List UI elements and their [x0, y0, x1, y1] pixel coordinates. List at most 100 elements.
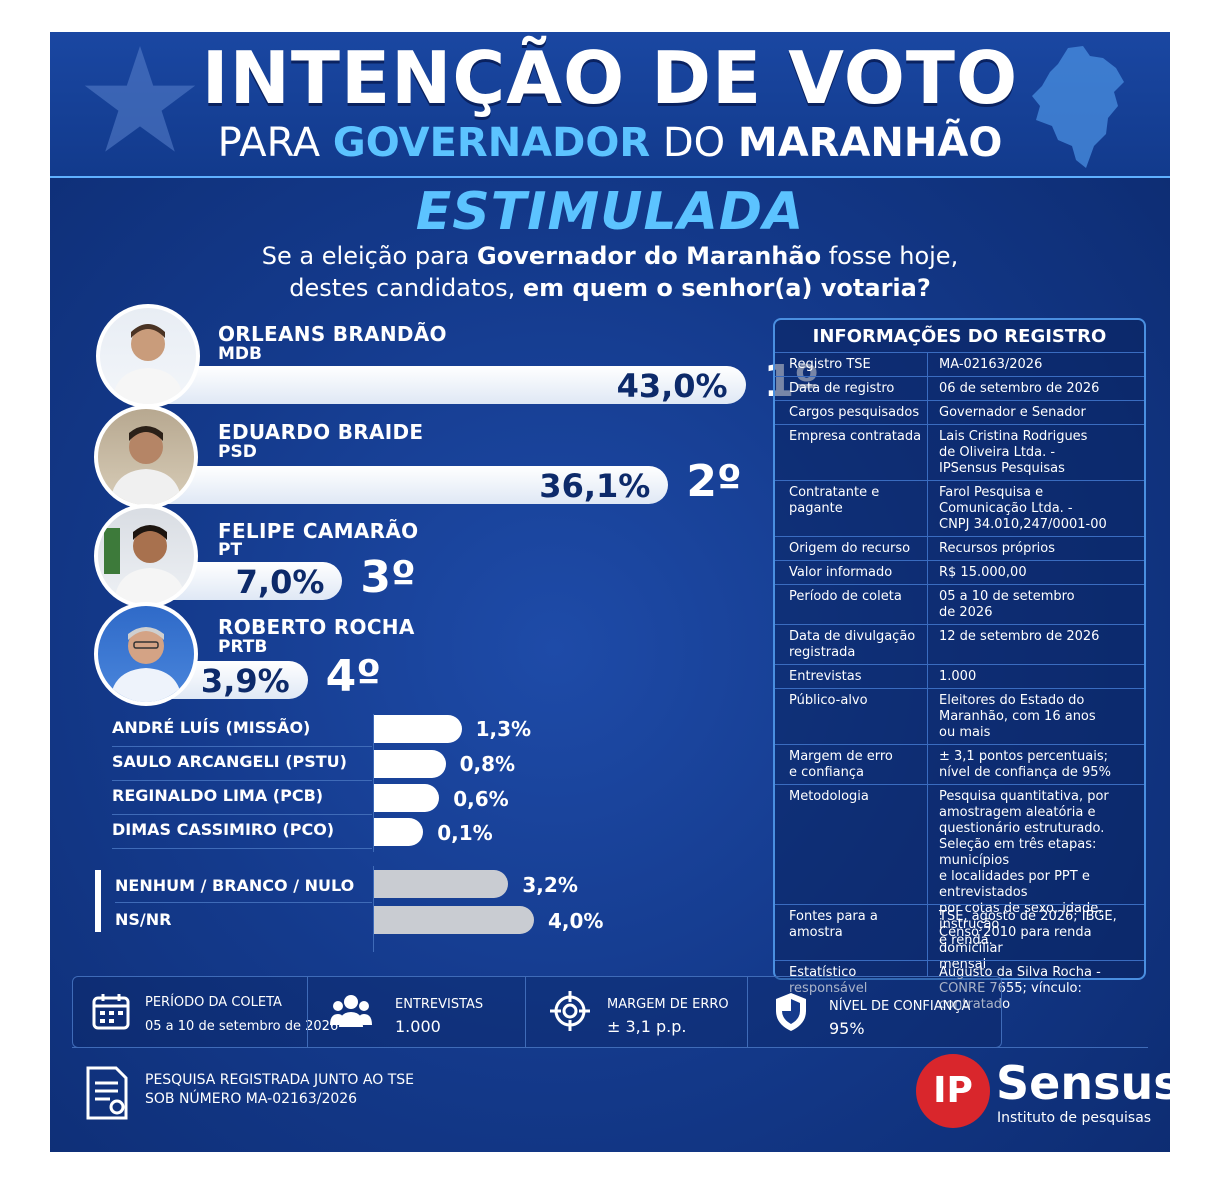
value-felipe-camarao: 7,0%	[235, 563, 325, 601]
info-row: Entrevistas 1.000	[775, 664, 1144, 689]
info-label: Data de registro	[789, 381, 895, 396]
document-icon	[86, 1066, 128, 1120]
calendar-icon	[92, 994, 130, 1030]
ipsensus-logo-name: Sensus	[996, 1056, 1170, 1110]
header-banner: INTENÇÃO DE VOTO PARA GOVERNADOR DO MARA…	[50, 32, 1170, 178]
avatar-orleans-brandao	[96, 304, 200, 408]
rank-felipe-camarao: 3º	[360, 552, 416, 603]
minor-value-saulo-arcangeli: 0,8%	[459, 752, 516, 776]
other-name-nenhum: NENHUM / BRANCO / NULO	[115, 876, 355, 895]
row-divider	[112, 814, 372, 815]
info-row: Metodologia Pesquisa quantitativa, por am…	[775, 784, 1144, 948]
info-label: Empresa contratada	[789, 429, 922, 444]
info-label: Margem de erro e confiança	[789, 749, 893, 780]
value-eduardo-braide: 36,1%	[539, 467, 651, 505]
value-orleans-brandao: 43,0%	[616, 367, 728, 405]
footer-divider	[72, 1047, 1148, 1048]
bar-orleans-brandao	[154, 366, 746, 404]
info-value: 12 de setembro de 2026	[939, 629, 1100, 644]
other-bar-nenhum	[374, 870, 509, 898]
stat-margem-value: ± 3,1 p.p.	[607, 1017, 687, 1036]
person-icon	[112, 324, 184, 404]
info-label: Público-alvo	[789, 693, 868, 708]
stat-periodo-value: 05 a 10 de setembro de 2026	[145, 1019, 339, 1034]
info-label: Contratante e pagante	[789, 485, 880, 516]
stat-confianca-value: 95%	[829, 1019, 865, 1038]
name-felipe-camarao: FELIPE CAMARÃO	[218, 519, 419, 543]
minor-name-dimas-cassimiro: DIMAS CASSIMIRO (PCO)	[112, 820, 335, 839]
question-line-1: Se a eleição para Governador do Maranhão…	[261, 242, 959, 270]
info-label: Cargos pesquisados	[789, 405, 920, 420]
info-row: Valor informado R$ 15.000,00	[775, 560, 1144, 585]
poster: INTENÇÃO DE VOTO PARA GOVERNADOR DO MARA…	[50, 32, 1170, 1152]
other-value-nenhum: 3,2%	[522, 873, 578, 897]
star-icon	[84, 46, 196, 152]
stat-divider	[747, 977, 748, 1047]
ipsensus-logo-tagline: Instituto de pesquisas	[997, 1110, 1152, 1126]
minor-value-dimas-cassimiro: 0,1%	[437, 821, 493, 845]
stats-strip: PERÍODO DA COLETA 05 a 10 de setembro de…	[72, 976, 1002, 1048]
info-value: Farol Pesquisa e Comunicação Ltda. - CNP…	[939, 485, 1107, 532]
registration-info-table: INFORMAÇÕES DO REGISTRO Registro TSE MA-0…	[773, 318, 1146, 1012]
section-label: ESTIMULADA	[415, 182, 805, 242]
info-label: Entrevistas	[789, 669, 862, 684]
minor-name-saulo-arcangeli: SAULO ARCANGELI (PSTU)	[112, 752, 347, 771]
info-label: Registro TSE	[789, 357, 871, 372]
stat-divider	[307, 977, 308, 1047]
registration-line-2: SOB NÚMERO MA-02163/2026	[145, 1091, 358, 1107]
info-value: 05 a 10 de setembro de 2026	[939, 589, 1075, 620]
person-icon	[110, 426, 182, 505]
other-value-nsnr: 4,0%	[548, 909, 604, 933]
info-value: Eleitores do Estado do Maranhão, com 16 …	[939, 693, 1096, 740]
row-divider	[112, 746, 372, 747]
info-row: Contratante e pagante Farol Pesquisa e Co…	[775, 480, 1144, 537]
info-value: Lais Cristina Rodrigues de Oliveira Ltda…	[939, 429, 1088, 476]
row-divider	[112, 848, 372, 849]
ipsensus-logo-mark: IP	[916, 1054, 990, 1128]
party-orleans-brandao: MDB	[218, 344, 262, 364]
bar-eduardo-braide	[154, 466, 669, 504]
rank-eduardo-braide: 2º	[686, 456, 742, 507]
info-row: Cargos pesquisados Governador e Senador	[775, 400, 1144, 425]
person-icon	[110, 627, 182, 702]
minor-name-andre-luis: ANDRÉ LUÍS (MISSÃO)	[112, 718, 311, 737]
info-value: ± 3,1 pontos percentuais; nível de confi…	[939, 749, 1111, 780]
info-row: Público-alvo Eleitores do Estado do Maran…	[775, 688, 1144, 745]
info-title: INFORMAÇÕES DO REGISTRO	[812, 326, 1107, 347]
info-value: R$ 15.000,00	[939, 565, 1027, 580]
info-row: Empresa contratada Lais Cristina Rodrigue…	[775, 424, 1144, 481]
info-label: Fontes para a amostra	[789, 909, 878, 940]
minor-value-reginaldo-lima: 0,6%	[453, 787, 509, 811]
minor-bar-dimas-cassimiro	[374, 818, 424, 846]
row-divider	[112, 780, 372, 781]
name-orleans-brandao: ORLEANS BRANDÃO	[218, 322, 447, 346]
shield-icon	[776, 993, 806, 1031]
row-divider	[115, 902, 372, 903]
minor-bar-reginaldo-lima	[374, 784, 440, 812]
registration-line-1: PESQUISA REGISTRADA JUNTO AO TSE	[145, 1072, 414, 1088]
info-label: Valor informado	[789, 565, 893, 580]
info-label: Origem do recurso	[789, 541, 911, 556]
party-roberto-rocha: PRTB	[218, 637, 268, 657]
stat-confianca-label: NÍVEL DE CONFIANÇA	[829, 999, 971, 1014]
info-value: 1.000	[939, 669, 977, 684]
other-bar-nsnr	[374, 906, 534, 934]
stat-periodo-label: PERÍODO DA COLETA	[145, 995, 282, 1010]
header-title: INTENÇÃO DE VOTO	[201, 36, 1019, 120]
info-label: Metodologia	[789, 789, 869, 804]
other-divider	[373, 866, 374, 952]
info-row: Data de divulgação registrada 12 de setem…	[775, 624, 1144, 665]
name-eduardo-braide: EDUARDO BRAIDE	[218, 420, 424, 444]
info-row: Origem do recurso Recursos próprios	[775, 536, 1144, 561]
person-icon	[104, 525, 186, 604]
party-eduardo-braide: PSD	[218, 442, 257, 462]
info-value: Pesquisa quantitativa, por amostragem al…	[939, 789, 1109, 948]
target-icon	[550, 991, 590, 1031]
question-line-2: destes candidatos, em quem o senhor(a) v…	[289, 274, 931, 302]
info-value: MA-02163/2026	[939, 357, 1043, 372]
stat-entrevistas-label: ENTREVISTAS	[395, 997, 484, 1012]
rank-roberto-rocha: 4º	[325, 651, 382, 702]
stat-margem-label: MARGEM DE ERRO	[607, 997, 729, 1012]
info-row: Registro TSE MA-02163/2026	[775, 352, 1144, 377]
minor-name-reginaldo-lima: REGINALDO LIMA (PCB)	[112, 786, 324, 805]
